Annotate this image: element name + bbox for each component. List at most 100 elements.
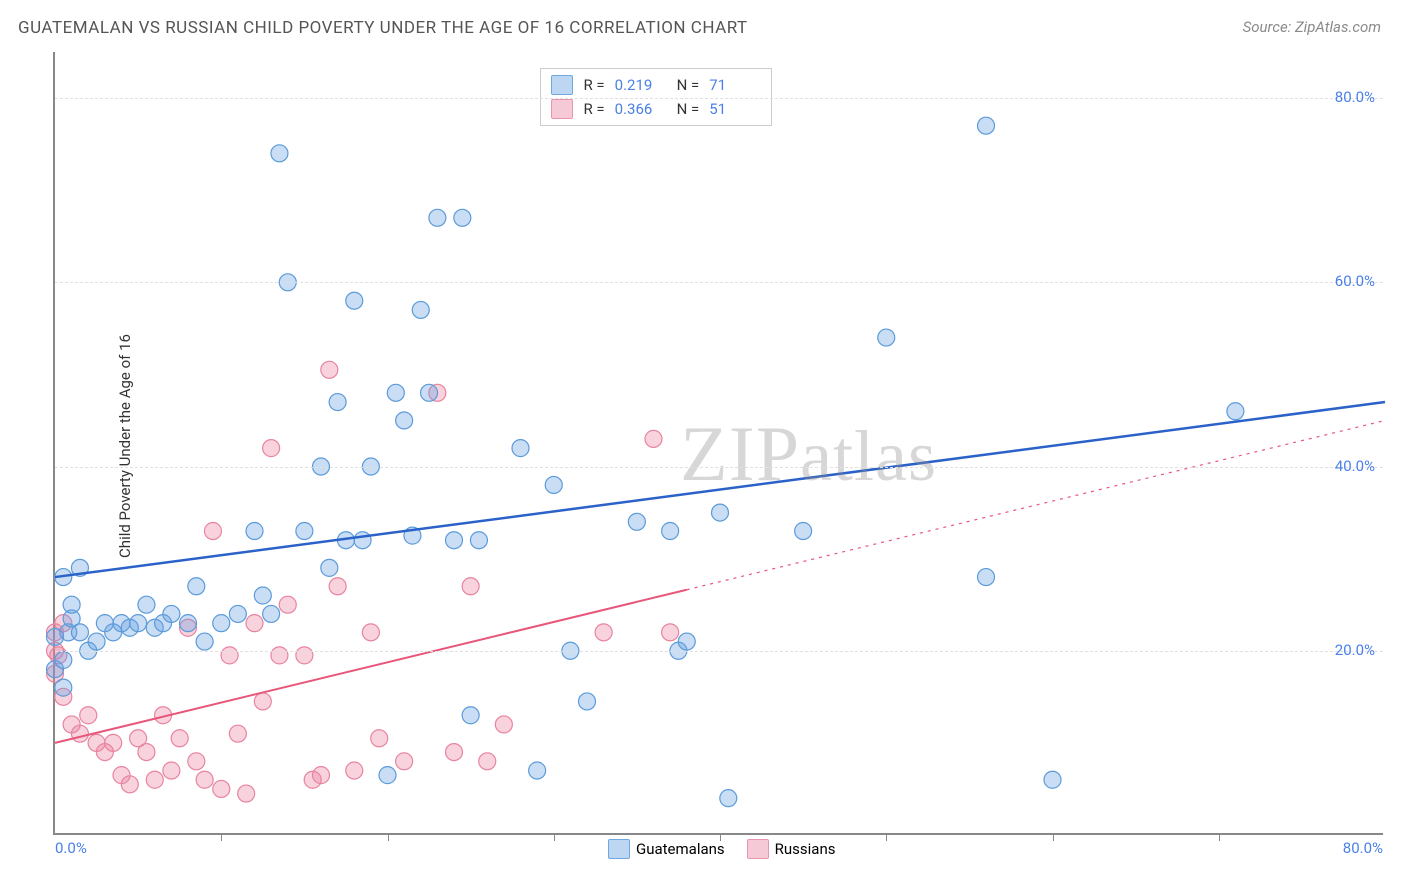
data-point bbox=[229, 725, 246, 742]
data-point bbox=[446, 744, 463, 761]
data-point bbox=[662, 624, 679, 641]
data-point bbox=[246, 523, 263, 540]
data-point bbox=[271, 145, 288, 162]
legend-N-label: N = bbox=[677, 76, 700, 94]
data-point bbox=[254, 693, 271, 710]
legend-series-label: Guatemalans bbox=[636, 840, 725, 858]
data-point bbox=[121, 776, 138, 793]
legend-swatch bbox=[551, 99, 573, 119]
data-point bbox=[346, 292, 363, 309]
data-point bbox=[628, 513, 645, 530]
data-point bbox=[795, 523, 812, 540]
data-point bbox=[454, 209, 471, 226]
source-value: ZipAtlas.com bbox=[1295, 18, 1381, 36]
data-point bbox=[105, 734, 122, 751]
legend-N-value: 51 bbox=[709, 100, 761, 118]
data-point bbox=[1227, 403, 1244, 420]
data-point bbox=[446, 532, 463, 549]
data-point bbox=[271, 647, 288, 664]
data-point bbox=[529, 762, 546, 779]
regression-line bbox=[55, 402, 1385, 577]
data-point bbox=[246, 615, 263, 632]
data-point bbox=[321, 361, 338, 378]
data-point bbox=[196, 633, 213, 650]
data-point bbox=[645, 430, 662, 447]
data-point bbox=[279, 596, 296, 613]
data-point bbox=[63, 596, 80, 613]
x-tick bbox=[1053, 833, 1054, 841]
data-point bbox=[138, 744, 155, 761]
legend-stats-row: R =0.219N =71 bbox=[551, 73, 761, 97]
data-point bbox=[379, 767, 396, 784]
data-point bbox=[163, 605, 180, 622]
data-point bbox=[545, 476, 562, 493]
grid-line bbox=[55, 467, 1383, 468]
regression-line-extrapolated bbox=[687, 420, 1385, 589]
data-point bbox=[238, 785, 255, 802]
y-tick-label: 60.0% bbox=[1335, 272, 1375, 290]
data-point bbox=[296, 647, 313, 664]
data-point bbox=[978, 569, 995, 586]
data-point bbox=[1044, 771, 1061, 788]
y-tick-label: 40.0% bbox=[1335, 457, 1375, 475]
data-point bbox=[138, 596, 155, 613]
x-tick bbox=[554, 833, 555, 841]
data-point bbox=[130, 615, 147, 632]
source-label: Source: bbox=[1243, 18, 1292, 36]
data-point bbox=[978, 117, 995, 134]
legend-R-value: 0.366 bbox=[615, 100, 667, 118]
y-tick-label: 80.0% bbox=[1335, 88, 1375, 106]
y-tick-label: 20.0% bbox=[1335, 641, 1375, 659]
data-point bbox=[512, 440, 529, 457]
data-point bbox=[470, 532, 487, 549]
x-tick bbox=[221, 833, 222, 841]
legend-series-item: Guatemalans bbox=[608, 839, 725, 859]
legend-stats-row: R = 0.366 N = 51 bbox=[551, 97, 761, 121]
data-point bbox=[71, 624, 88, 641]
grid-line bbox=[55, 282, 1383, 283]
legend-R-label: R = bbox=[583, 76, 604, 94]
source-attribution: Source: ZipAtlas.com bbox=[1243, 18, 1381, 36]
x-tick bbox=[886, 833, 887, 841]
data-point bbox=[229, 605, 246, 622]
data-point bbox=[662, 523, 679, 540]
data-point bbox=[362, 624, 379, 641]
data-point bbox=[55, 679, 72, 696]
data-point bbox=[595, 624, 612, 641]
chart-svg bbox=[55, 52, 1383, 833]
data-point bbox=[396, 412, 413, 429]
data-point bbox=[387, 384, 404, 401]
legend-N-label: N = bbox=[677, 100, 700, 118]
data-point bbox=[180, 615, 197, 632]
legend-series: GuatemalansRussians bbox=[608, 839, 835, 859]
data-point bbox=[429, 209, 446, 226]
data-point bbox=[462, 707, 479, 724]
grid-line bbox=[55, 651, 1383, 652]
data-point bbox=[421, 384, 438, 401]
data-point bbox=[678, 633, 695, 650]
legend-R-label: R = bbox=[583, 100, 604, 118]
x-tick bbox=[1219, 833, 1220, 841]
data-point bbox=[371, 730, 388, 747]
data-point bbox=[213, 615, 230, 632]
data-point bbox=[412, 301, 429, 318]
plot-area: ZIPatlas R =0.219N =71R =0.366N =51 20.0… bbox=[53, 52, 1383, 835]
legend-swatch bbox=[608, 839, 630, 859]
data-point bbox=[720, 790, 737, 807]
data-point bbox=[221, 647, 238, 664]
data-point bbox=[204, 523, 221, 540]
data-point bbox=[313, 767, 330, 784]
data-point bbox=[188, 753, 205, 770]
data-point bbox=[579, 693, 596, 710]
data-point bbox=[396, 753, 413, 770]
data-point bbox=[188, 578, 205, 595]
legend-R-value: 0.219 bbox=[615, 76, 667, 94]
data-point bbox=[354, 532, 371, 549]
data-point bbox=[329, 394, 346, 411]
data-point bbox=[878, 329, 895, 346]
data-point bbox=[296, 523, 313, 540]
data-point bbox=[712, 504, 729, 521]
chart-container: GUATEMALAN VS RUSSIAN CHILD POVERTY UNDE… bbox=[0, 0, 1406, 892]
data-point bbox=[163, 762, 180, 779]
x-max-label: 80.0% bbox=[1343, 839, 1383, 857]
